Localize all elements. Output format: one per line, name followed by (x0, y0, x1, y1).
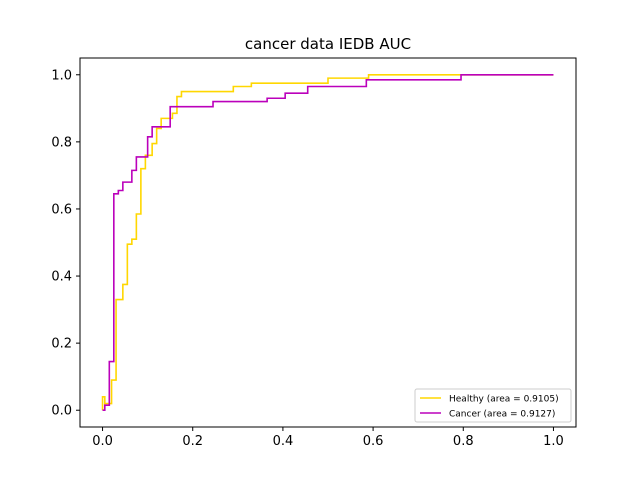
y-tick-label: 0.6 (51, 202, 72, 217)
x-tick-label: 0.4 (273, 434, 294, 449)
x-tick-label: 0.2 (182, 434, 203, 449)
y-tick-label: 0.4 (51, 270, 72, 285)
y-tick-label: 0.8 (51, 135, 72, 150)
y-axis: 0.0 0.2 0.4 0.6 0.8 1.0 (51, 68, 80, 419)
plot-frame (79, 57, 577, 428)
x-tick-label: 0.6 (363, 434, 384, 449)
y-tick-label: 0.0 (51, 404, 72, 419)
chart-title: cancer data IEDB AUC (245, 35, 411, 53)
legend-box (414, 388, 572, 423)
series-line-cancer (102, 73, 554, 412)
legend: Healthy (area = 0.9105) Cancer (area = 0.… (414, 388, 572, 423)
x-tick-label: 1.0 (543, 434, 564, 449)
x-tick-label: 0.8 (453, 434, 474, 449)
x-tick-label: 0.0 (92, 434, 113, 449)
series-line-healthy (101, 73, 554, 411)
y-tick-label: 1.0 (51, 68, 72, 83)
y-tick-label: 0.2 (51, 337, 72, 352)
legend-label-cancer: Cancer (area = 0.9127) (449, 410, 555, 420)
x-axis: 0.0 0.2 0.4 0.6 0.8 1.0 (92, 427, 564, 449)
plot-area (101, 73, 554, 412)
legend-label-healthy: Healthy (area = 0.9105) (449, 395, 559, 405)
